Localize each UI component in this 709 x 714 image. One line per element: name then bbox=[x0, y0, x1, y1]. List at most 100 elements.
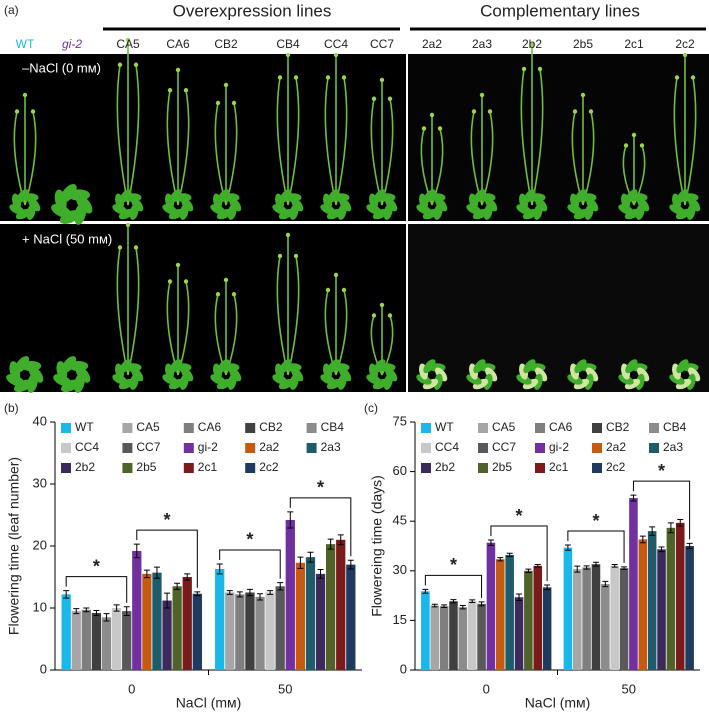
bud bbox=[379, 302, 385, 308]
error-bar bbox=[347, 559, 354, 570]
bar bbox=[172, 586, 182, 670]
significance-mark: * bbox=[246, 530, 253, 550]
bar bbox=[235, 594, 245, 670]
legend-swatch bbox=[649, 423, 659, 433]
legend-swatch bbox=[245, 423, 256, 433]
error-bar bbox=[257, 593, 264, 601]
bud bbox=[674, 75, 680, 80]
bud bbox=[293, 253, 299, 259]
legend-label: 2a3 bbox=[663, 440, 683, 454]
y-tick-label: 75 bbox=[393, 413, 407, 428]
error-bar bbox=[450, 599, 457, 604]
significance-bracket bbox=[136, 529, 198, 588]
leaf bbox=[676, 189, 689, 204]
y-tick-label: 40 bbox=[33, 413, 47, 428]
error-bar bbox=[236, 591, 243, 598]
bud bbox=[341, 287, 347, 293]
legend-swatch bbox=[122, 423, 133, 433]
bar bbox=[496, 559, 505, 670]
leaf bbox=[14, 356, 30, 373]
stem bbox=[127, 247, 140, 376]
bar bbox=[336, 539, 346, 670]
line-label: 2a3 bbox=[472, 37, 492, 51]
error-bar bbox=[686, 542, 693, 550]
error-bar bbox=[174, 582, 181, 590]
leaf bbox=[574, 189, 587, 204]
photo bbox=[408, 224, 709, 392]
legend-label: CA5 bbox=[136, 420, 160, 434]
bar bbox=[225, 592, 235, 670]
bar bbox=[619, 568, 629, 670]
bar bbox=[91, 612, 102, 670]
y-tick-label: 15 bbox=[393, 612, 407, 627]
bar bbox=[458, 607, 468, 670]
leaf bbox=[327, 189, 340, 204]
error-bar bbox=[564, 544, 571, 551]
bud bbox=[639, 143, 645, 148]
bar bbox=[101, 617, 112, 670]
condition-label: + NaCl (50 mᴍ) bbox=[22, 231, 112, 246]
bar bbox=[524, 570, 533, 670]
legend-swatch bbox=[306, 443, 317, 453]
leaf bbox=[119, 359, 132, 374]
error-bar bbox=[630, 494, 637, 502]
bud bbox=[14, 109, 20, 114]
bar bbox=[305, 557, 316, 670]
leaf bbox=[373, 359, 386, 374]
bud bbox=[379, 77, 385, 83]
bud bbox=[387, 96, 393, 101]
stem bbox=[127, 64, 140, 206]
legend-swatch bbox=[592, 463, 602, 473]
bud bbox=[479, 92, 485, 98]
error-bar bbox=[337, 534, 344, 546]
bar bbox=[629, 498, 638, 670]
bud bbox=[175, 262, 181, 268]
bud bbox=[22, 92, 28, 98]
significance-mark: * bbox=[317, 478, 324, 498]
error-bar bbox=[143, 569, 150, 579]
line-label: 2c2 bbox=[675, 37, 695, 51]
bud bbox=[471, 109, 477, 114]
leaf bbox=[169, 189, 182, 204]
photo bbox=[408, 54, 709, 221]
line-label: WT bbox=[16, 37, 35, 51]
legend-swatch bbox=[245, 443, 256, 453]
significance-mark: * bbox=[450, 555, 457, 575]
line-label: 2b5 bbox=[573, 37, 593, 51]
error-bar bbox=[497, 557, 504, 562]
bar bbox=[142, 573, 152, 670]
bud bbox=[125, 37, 131, 43]
bar bbox=[563, 547, 573, 670]
bud bbox=[521, 66, 527, 72]
error-bar bbox=[478, 601, 485, 607]
error-bar bbox=[469, 599, 476, 604]
error-bar bbox=[216, 563, 223, 575]
legend-swatch bbox=[61, 463, 71, 473]
bar bbox=[275, 586, 285, 670]
legend-label: 2c1 bbox=[549, 460, 569, 474]
bar bbox=[572, 569, 582, 670]
error-bar bbox=[194, 591, 201, 597]
bar bbox=[685, 546, 694, 670]
error-bar bbox=[93, 609, 100, 616]
leaf bbox=[473, 189, 486, 204]
error-bar bbox=[658, 546, 665, 553]
bud bbox=[125, 222, 131, 228]
error-bar bbox=[267, 590, 274, 595]
bar bbox=[601, 584, 610, 670]
bar bbox=[430, 605, 440, 670]
significance-mark: * bbox=[164, 510, 171, 530]
leaf bbox=[279, 189, 292, 204]
error-bar bbox=[525, 568, 532, 573]
leaf bbox=[16, 189, 29, 204]
leaf bbox=[327, 359, 340, 374]
bud bbox=[421, 126, 427, 131]
bud bbox=[580, 92, 586, 98]
legend-swatch bbox=[61, 443, 71, 453]
bud bbox=[371, 96, 377, 101]
line-label: 2a2 bbox=[422, 37, 442, 51]
error-bar bbox=[153, 566, 160, 579]
significance-bracket bbox=[567, 530, 625, 563]
legend-label: gi-2 bbox=[549, 440, 569, 454]
leaf bbox=[625, 359, 638, 374]
